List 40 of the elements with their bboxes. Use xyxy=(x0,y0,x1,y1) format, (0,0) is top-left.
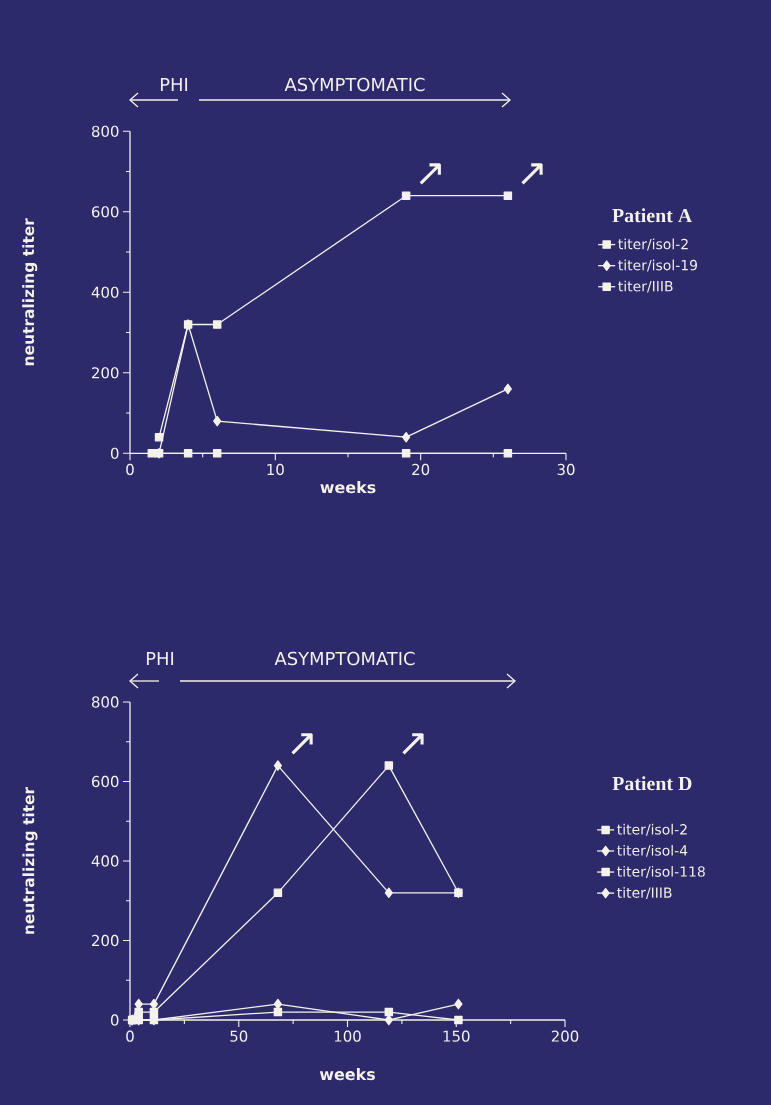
text: ASYMPTOMATIC xyxy=(274,651,415,666)
annotation: ↗ xyxy=(419,163,441,185)
legend-label: titer/isol-19 xyxy=(618,259,697,272)
text: PHI xyxy=(146,651,174,666)
y-tick-label: 200 xyxy=(92,367,119,379)
x-tick-label: 150 xyxy=(443,1030,470,1042)
text: ASYMPTOMATIC xyxy=(284,77,425,92)
legend-title: Patient D xyxy=(612,776,692,791)
x-axis-title: weeks xyxy=(319,1067,375,1081)
y-tick-label: 800 xyxy=(91,125,119,137)
annotation: ↗ xyxy=(291,733,313,755)
legend-title: Patient A xyxy=(612,208,693,223)
y-tick-label: 0 xyxy=(110,1014,119,1026)
y-axis-title: neutralizing titer xyxy=(22,786,38,934)
x-axis-title: weeks xyxy=(320,480,376,494)
y-tick-label: 600 xyxy=(92,775,119,788)
text: PHI xyxy=(160,77,188,92)
annotation: ↗ xyxy=(402,733,424,755)
y-tick-label: 400 xyxy=(91,286,119,298)
y-tick-label: 0 xyxy=(110,447,119,459)
x-tick-label: 20 xyxy=(412,463,430,476)
legend-label: titer/IIIB xyxy=(617,887,672,899)
x-tick-label: 200 xyxy=(551,1030,579,1042)
x-tick-label: 100 xyxy=(334,1030,361,1042)
legend-label: titer/isol-118 xyxy=(617,866,705,878)
legend-label: titer/IIIB xyxy=(618,280,673,293)
y-tick-label: 400 xyxy=(91,855,119,867)
annotation: ↗ xyxy=(521,163,543,185)
x-tick-label: 30 xyxy=(557,463,575,476)
y-tick-label: 600 xyxy=(92,206,119,218)
x-tick-label: 50 xyxy=(230,1030,248,1042)
legend-label: titer/isol-2 xyxy=(617,823,687,836)
x-tick-label: 0 xyxy=(126,463,134,476)
x-tick-label: 0 xyxy=(126,1030,134,1042)
y-axis-title: neutralizing titer xyxy=(22,218,38,366)
y-tick-label: 800 xyxy=(91,696,119,708)
x-tick-label: 10 xyxy=(267,463,284,476)
legend-label: titer/isol-4 xyxy=(617,844,688,857)
legend-label: titer/isol-2 xyxy=(618,238,688,251)
y-tick-label: 200 xyxy=(92,934,119,947)
